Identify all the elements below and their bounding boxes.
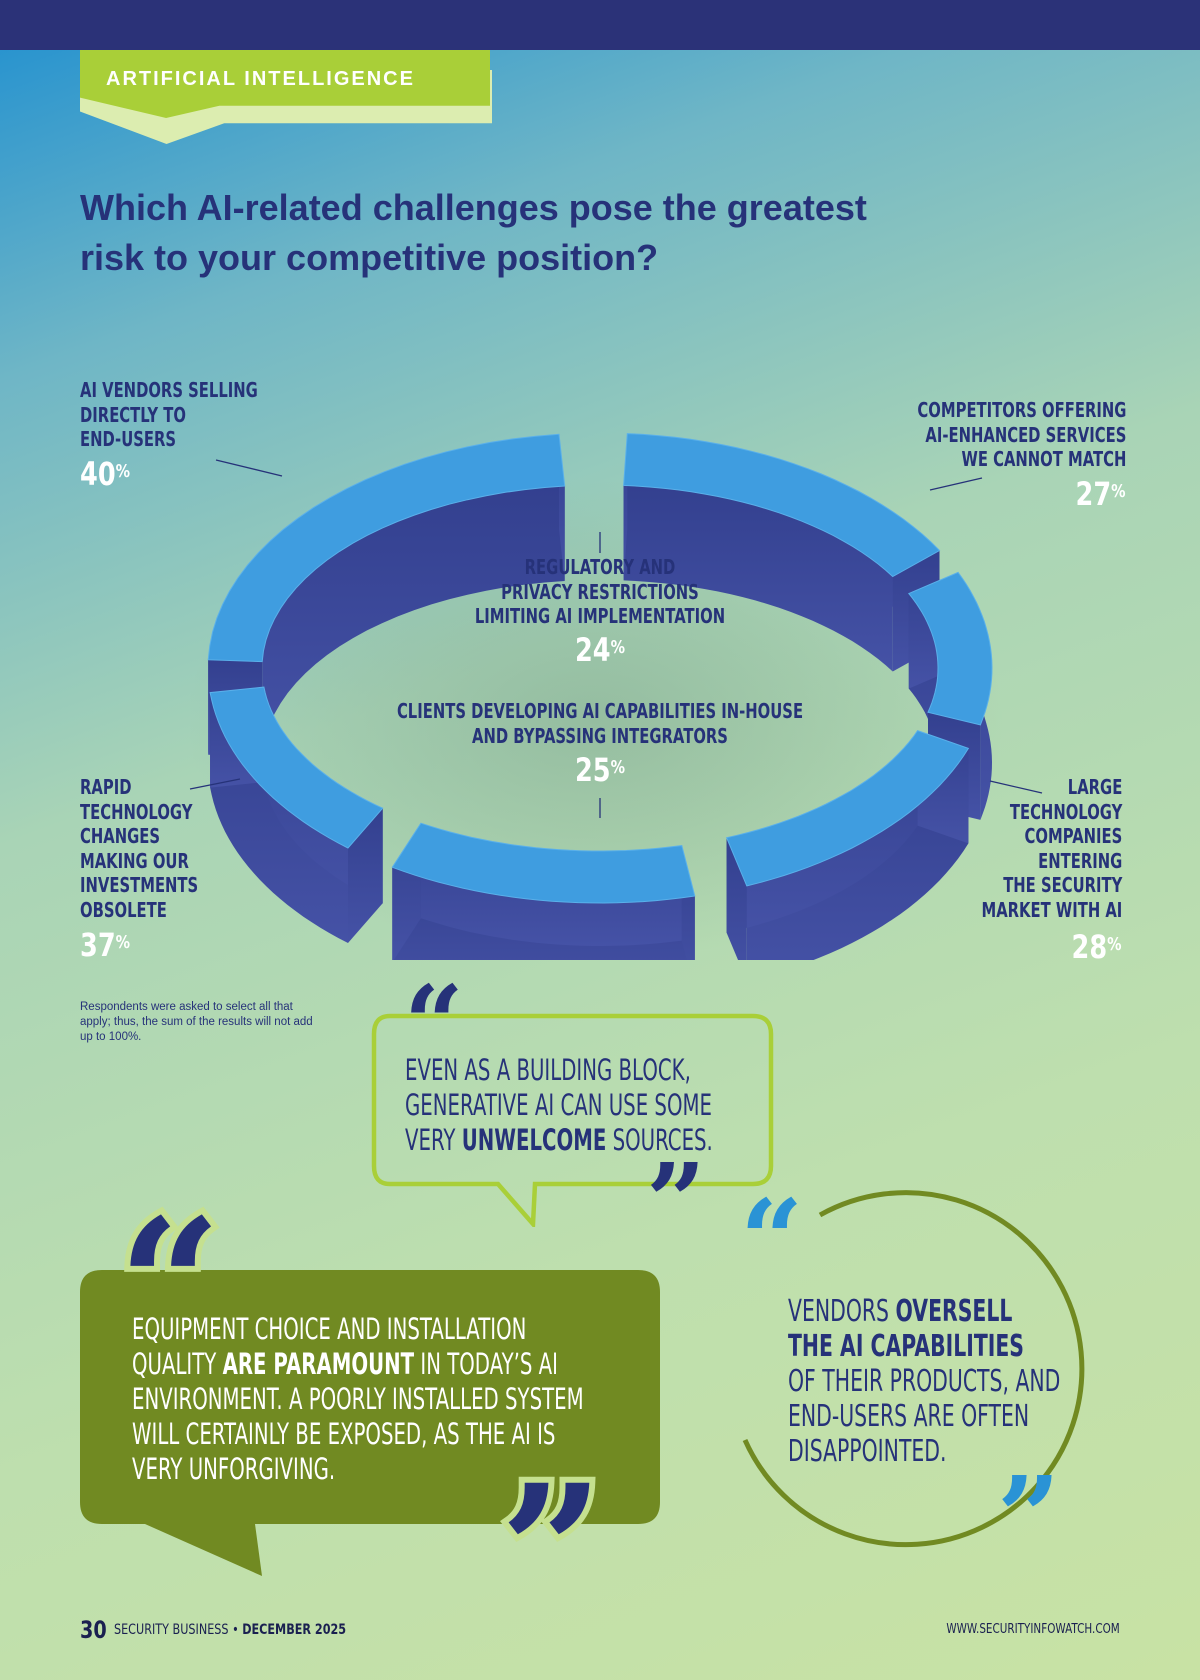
pct-ai-vendors: 40% — [80, 455, 131, 493]
quote-1-close-mark: ” — [646, 1140, 706, 1263]
ring-segments — [207, 433, 993, 960]
quote-3-text: VENDORS OVERSELL THE AI CAPABILITIES OF … — [788, 1294, 1061, 1469]
top-bar — [0, 0, 1200, 50]
quote-1-bubble — [371, 1013, 774, 1227]
headline-line-2: risk to your competitive position? — [80, 237, 659, 278]
quote-1-open-mark: “ — [404, 962, 464, 1085]
quote-2-bubble — [80, 1270, 660, 1576]
quote-3-circle — [742, 1190, 1085, 1548]
quote-3-close-mark: ” — [997, 1452, 1061, 1581]
quote-2-open-mark: “ — [112, 1180, 227, 1391]
publication-line: SECURITY BUSINESS • DECEMBER 2025 — [114, 1622, 347, 1638]
label-clients: CLIENTS DEVELOPING AI CAPABILITIES IN-HO… — [396, 699, 804, 748]
label-rapid-tech: RAPID TECHNOLOGY CHANGES MAKING OUR INVESTME… — [80, 775, 199, 922]
pct-regulatory: 24% — [574, 631, 626, 669]
label-competitors: COMPETITORS OFFERING AI-ENHANCED SERVICES… — [917, 398, 1126, 471]
footnote: Respondents were asked to select all tha… — [80, 1001, 313, 1043]
segmented-ring-graphic — [190, 433, 1005, 960]
ring-segment-rapid-tech — [209, 686, 384, 943]
pct-large-tech: 28% — [1071, 928, 1122, 966]
label-ai-vendors: AI VENDORS SELLING DIRECTLY TO END-USERS — [80, 378, 258, 451]
ring-segment-regulatory — [623, 433, 941, 672]
website-link[interactable]: WWW.SECURITYINFOWATCH.COM — [946, 1622, 1120, 1637]
pct-competitors: 27% — [1075, 475, 1126, 513]
page-number: 30 — [80, 1616, 107, 1644]
label-regulatory: REGULATORY AND PRIVACY RESTRICTIONS LIMITI… — [474, 555, 726, 628]
quote-3-open-mark: “ — [740, 1175, 804, 1304]
pct-clients: 25% — [574, 751, 626, 789]
headline-line-1: Which AI-related challenges pose the gre… — [80, 187, 867, 228]
quote-2-text: EQUIPMENT CHOICE AND INSTALLATION QUALIT… — [132, 1312, 584, 1486]
headline: Which AI-related challenges pose the gre… — [80, 183, 1040, 283]
ring-segment-clients — [391, 822, 696, 960]
label-large-tech: LARGE TECHNOLOGY COMPANIES ENTERING THE SECU… — [981, 775, 1122, 922]
ring-segment-large-tech — [725, 730, 970, 960]
pct-rapid-tech: 37% — [80, 926, 131, 964]
quote-2-close-mark: ” — [494, 1446, 609, 1657]
quote-1-text: EVEN AS A BUILDING BLOCK, GENERATIVE AI … — [405, 1053, 713, 1157]
section-label: ARTIFICIAL INTELLIGENCE — [106, 68, 415, 90]
